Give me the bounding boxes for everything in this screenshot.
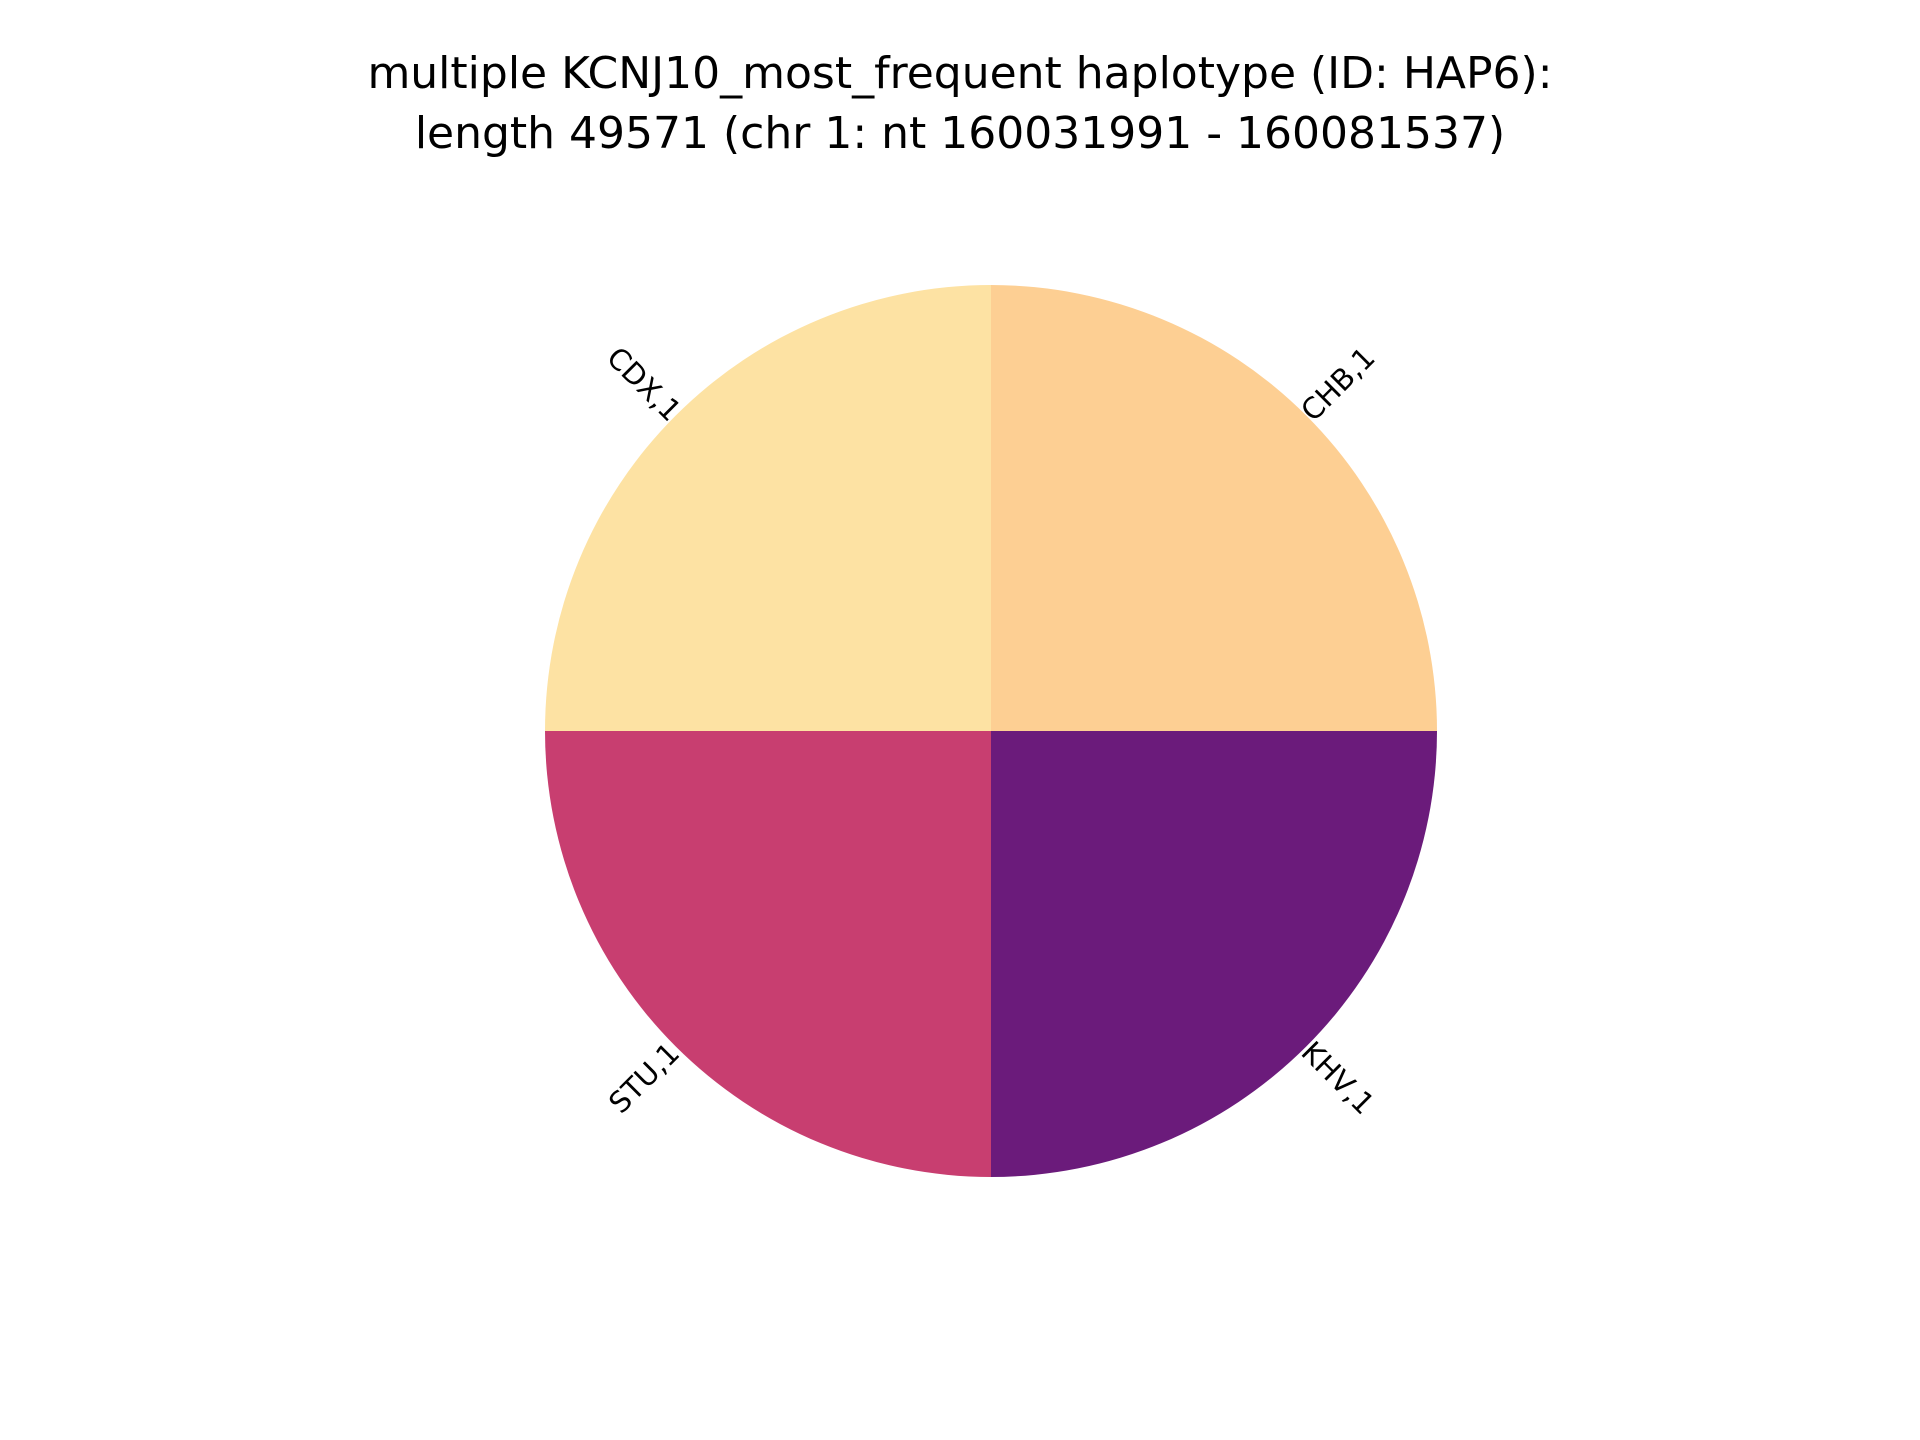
slice-label-chb: CHB,1 bbox=[1294, 340, 1381, 427]
chart-title-line-1: multiple KCNJ10_most_frequent haplotype … bbox=[367, 48, 1553, 99]
slice-label-cdx: CDX,1 bbox=[600, 340, 688, 428]
pie-slice-stu bbox=[545, 731, 991, 1177]
slice-label-khv: KHV,1 bbox=[1295, 1035, 1382, 1122]
pie-slice-chb bbox=[991, 285, 1437, 731]
chart-title-line-2: length 49571 (chr 1: nt 160031991 - 1600… bbox=[414, 108, 1506, 159]
pie-slices bbox=[545, 285, 1437, 1177]
pie-slice-cdx bbox=[545, 285, 991, 731]
pie-slice-khv bbox=[991, 731, 1437, 1177]
slice-label-stu: STU,1 bbox=[602, 1036, 686, 1120]
